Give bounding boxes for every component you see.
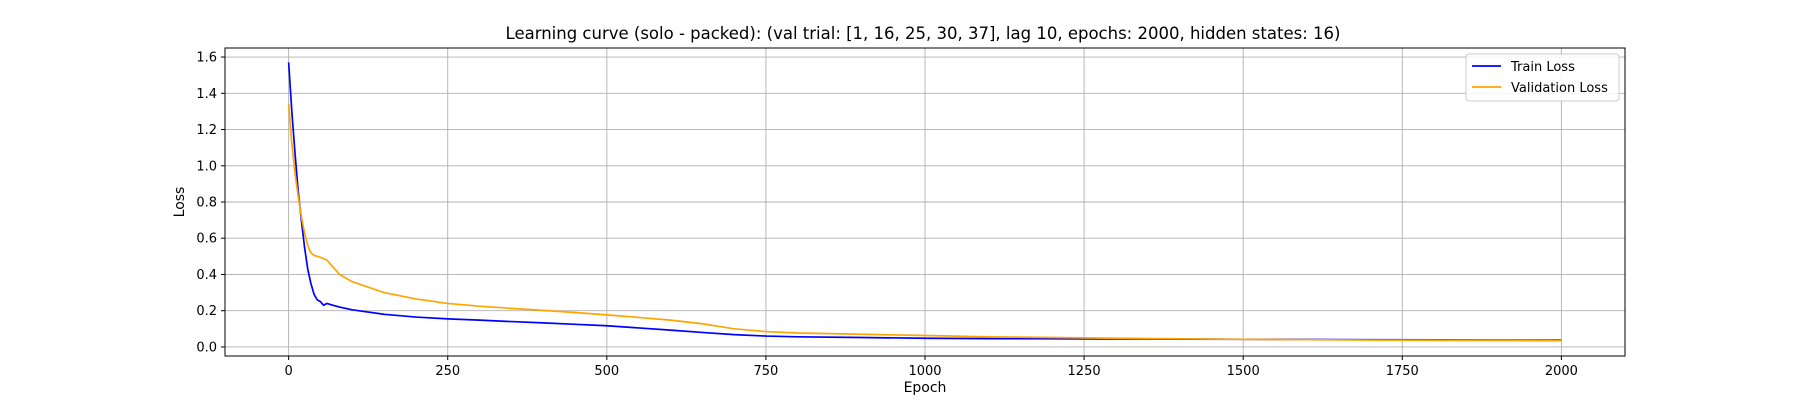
x-tick-label: 1500: [1227, 364, 1260, 379]
y-tick-label: 1.2: [196, 123, 217, 138]
y-tick-label: 0.8: [196, 196, 217, 211]
y-tick-label: 1.6: [196, 51, 217, 66]
x-tick-label: 750: [753, 364, 778, 379]
x-tick-label: 1000: [908, 364, 941, 379]
legend-box: [1465, 53, 1620, 102]
y-tick-label: 1.4: [196, 87, 217, 102]
chart-title: Learning curve (solo - packed): (val tri…: [506, 24, 1341, 43]
y-tick-label: 0.4: [196, 268, 217, 283]
y-tick-label: 0.2: [196, 304, 217, 319]
x-tick-label: 0: [284, 364, 292, 379]
x-axis-title: Epoch: [904, 380, 947, 396]
x-tick-label: 500: [594, 364, 619, 379]
y-tick-label: 1.0: [196, 159, 217, 174]
ticks-layer: 0 250 500 750 1000 1250 1500 1750 2000 0.0 0.2 0.4 0…: [196, 51, 1578, 379]
legend-label-train-loss: Train Loss: [1510, 60, 1575, 75]
x-tick-label: 2000: [1545, 364, 1578, 379]
legend: Train Loss Validation Loss: [1465, 53, 1620, 102]
series-line-validation-loss: [287, 104, 1562, 342]
x-tick-label: 1750: [1386, 364, 1419, 379]
y-axis-title: Loss: [172, 187, 188, 218]
legend-label-validation-loss: Validation Loss: [1511, 81, 1608, 96]
x-tick-label: 250: [435, 364, 460, 379]
y-tick-label: 0.6: [196, 232, 217, 247]
lines-layer: [287, 62, 1562, 342]
y-tick-label: 0.0: [196, 340, 217, 355]
x-tick-label: 1250: [1068, 364, 1101, 379]
grid-layer: [225, 48, 1625, 356]
